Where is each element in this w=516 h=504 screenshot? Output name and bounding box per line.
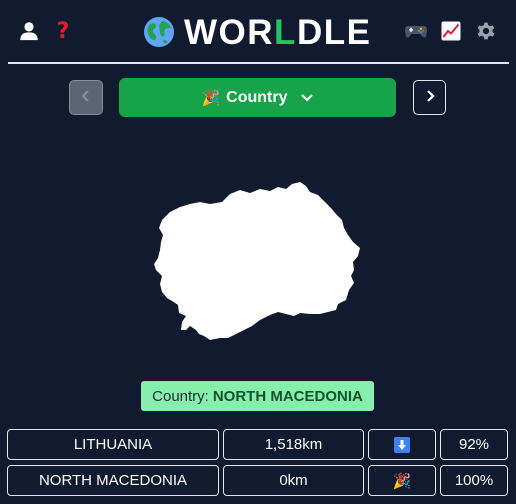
- guess-direction: 🎉: [368, 465, 436, 496]
- help-icon[interactable]: ?: [52, 16, 74, 46]
- next-button[interactable]: [413, 80, 446, 115]
- logo-suffix: DLE: [297, 13, 372, 52]
- guess-distance: 0km: [223, 465, 364, 496]
- header-divider: [8, 62, 509, 64]
- gear-icon[interactable]: [474, 19, 498, 43]
- header: ? WORLDLE: [0, 0, 516, 62]
- guess-country: LITHUANIA: [7, 429, 219, 460]
- chevron-down-icon: [300, 93, 314, 103]
- logo-prefix: WOR: [184, 13, 274, 52]
- answer-badge: Country: NORTH MACEDONIA: [141, 381, 374, 411]
- party-popper-icon: 🎉: [393, 472, 412, 490]
- answer-value: NORTH MACEDONIA: [213, 388, 363, 405]
- down-arrow-icon: [394, 437, 410, 453]
- party-popper-icon: 🎉: [201, 89, 220, 107]
- mode-dropdown[interactable]: 🎉 Country: [119, 78, 396, 117]
- country-silhouette: [150, 180, 365, 346]
- chevron-left-icon: [81, 88, 91, 107]
- logo-highlight: L: [274, 13, 297, 52]
- guess-distance: 1,518km: [223, 429, 364, 460]
- guess-country: NORTH MACEDONIA: [7, 465, 219, 496]
- guess-proximity: 92%: [440, 429, 508, 460]
- user-icon[interactable]: [17, 19, 41, 43]
- stats-icon[interactable]: [440, 20, 462, 42]
- guess-proximity: 100%: [440, 465, 508, 496]
- previous-button[interactable]: [69, 80, 103, 115]
- game-icon[interactable]: [403, 21, 429, 41]
- chevron-right-icon: [425, 88, 435, 107]
- answer-label: Country:: [152, 388, 209, 405]
- guess-direction: [368, 429, 436, 460]
- logo: WORLDLE: [143, 12, 363, 52]
- logo-text: WORLDLE: [184, 15, 371, 50]
- globe-icon: [143, 16, 175, 48]
- mode-label: Country: [226, 89, 287, 107]
